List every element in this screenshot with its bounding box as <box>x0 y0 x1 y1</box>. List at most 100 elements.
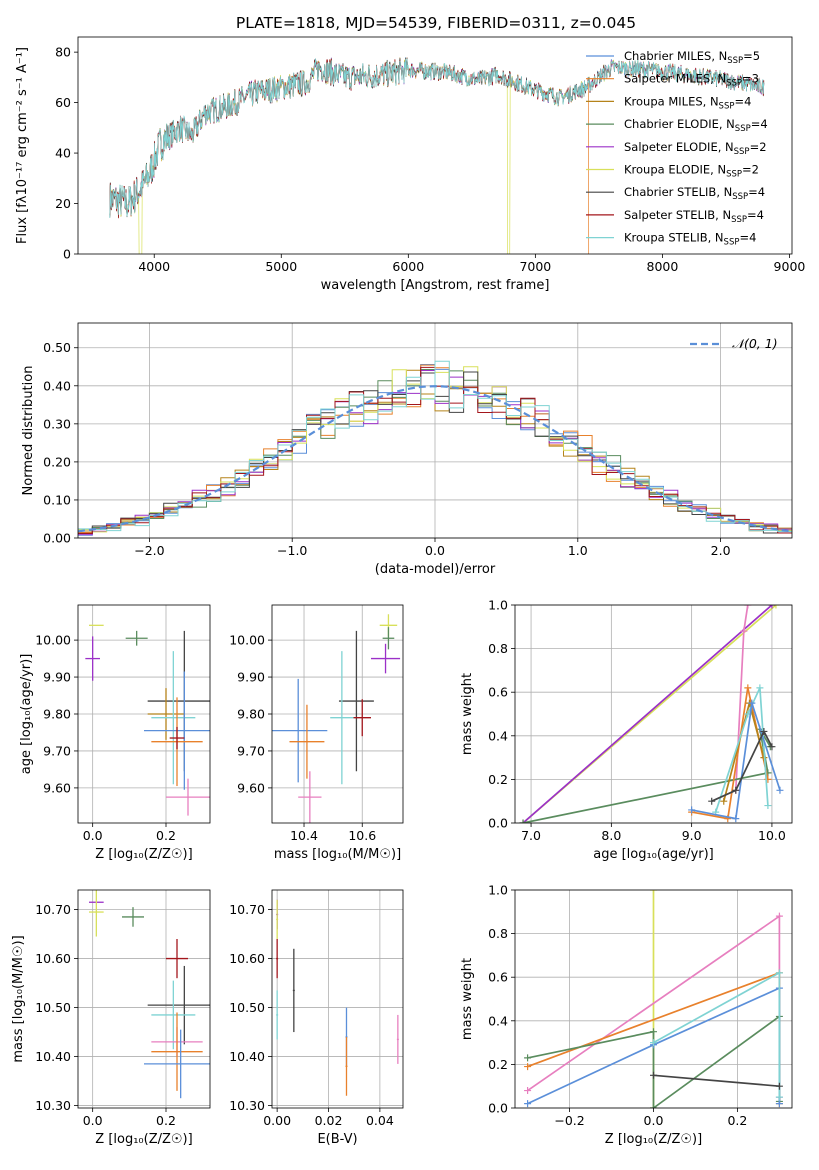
weight-vs-metallicity-panel: −0.2 0.0 0.2 0.0 0.2 0.4 0.6 0.8 1.0 Z [log₁₀(Z/Z… <box>460 883 793 1147</box>
y-tick-label: 10.00 <box>35 633 71 648</box>
axes-frame <box>77 889 211 1109</box>
plus-marker <box>768 605 776 609</box>
y-tick-label: 40 <box>55 146 71 161</box>
error-bar-point <box>85 636 100 681</box>
legend-entry-name: Chabrier MILES, N <box>624 49 727 63</box>
x-tick-label: 0.2 <box>727 1113 747 1128</box>
plot-area <box>89 890 210 1099</box>
legend-entry: 𝒩(0, 1) <box>732 336 778 351</box>
legend-entry-name: Kroupa STELIB, N <box>624 231 724 245</box>
error-bar-point <box>166 938 188 979</box>
y-tick-label: 0.6 <box>488 685 508 700</box>
legend-entry-name: Kroupa ELODIE, N <box>624 163 726 177</box>
legend-entry-count: =5 <box>743 49 760 63</box>
legend-entry: Kroupa MILES, NSSP=4 <box>624 94 751 111</box>
error-bar-point <box>147 688 185 740</box>
error-bar-point <box>151 651 196 785</box>
x-tick-label: 4000 <box>138 259 170 274</box>
x-tick-label: 0.00 <box>263 1113 291 1128</box>
weight-vs-age-panel: 7.0 8.0 9.0 10.0 0.0 0.2 0.4 0.6 0.8 1.0 age [log₁… <box>460 598 793 862</box>
y-tick-label: 0.50 <box>43 340 71 355</box>
y-axis-label: mass [log₁₀(M/M☉)] <box>11 935 26 1062</box>
y-tick-label: 10.60 <box>229 951 265 966</box>
error-bar-point <box>122 907 144 927</box>
x-tick-label: 8000 <box>647 259 679 274</box>
residuals-panel: −2.0 −1.0 0.0 1.0 2.0 0.00 0.10 0.20 0.30 0.40 0.5… <box>21 322 793 577</box>
error-bar-point <box>166 778 210 816</box>
error-bar-point <box>144 671 210 790</box>
legend-entry-count: =4 <box>751 117 768 131</box>
y-tick-label: 0.30 <box>43 416 71 431</box>
plot-area <box>109 57 765 254</box>
x-tick-label: −1.0 <box>277 543 307 558</box>
plus-marker <box>519 819 527 823</box>
x-tick-label: 1.0 <box>568 543 588 558</box>
legend-entry: Salpeter ELODIE, NSSP=2 <box>624 140 767 157</box>
x-axis-label: E(B-V) <box>317 1132 357 1147</box>
legend-entry-subscript: SSP <box>726 79 742 89</box>
x-tick-label: 0.04 <box>366 1113 394 1128</box>
y-tick-label: 1.0 <box>488 883 508 898</box>
x-axis-label: age [log₁₀(age/yr)] <box>593 847 714 862</box>
y-tick-label: 9.60 <box>43 780 71 795</box>
weight-line-7 <box>653 1074 780 1088</box>
error-bar-point <box>298 771 322 823</box>
plot-area <box>276 899 399 1096</box>
legend-entry-count: =2 <box>742 163 759 177</box>
age-vs-metallicity-panel: 0.0 0.2 9.60 9.70 9.80 9.90 10.00 Z [log₁₀(Z/Z☉… <box>19 604 211 862</box>
legend-entry: Chabrier MILES, NSSP=5 <box>624 49 760 66</box>
legend-entry-count: =4 <box>748 185 765 199</box>
y-tick-label: 9.90 <box>43 670 71 685</box>
error-bar-point <box>151 1012 203 1091</box>
legend-entry-name: Salpeter ELODIE, N <box>624 140 734 154</box>
figure-title: PLATE=1818, MJD=54539, FIBERID=0311, z=0… <box>236 14 636 32</box>
plot-area <box>85 624 210 816</box>
y-axis-label: age [log₁₀(age/yr)] <box>19 654 34 775</box>
x-axis-label: wavelength [Angstrom, rest frame] <box>321 278 550 293</box>
x-tick-label: 0.0 <box>83 1113 103 1128</box>
error-bar-point <box>276 938 279 979</box>
y-tick-label: 9.70 <box>43 743 71 758</box>
plus-marker <box>650 1028 657 1036</box>
y-tick-label: 1.0 <box>488 598 508 613</box>
plus-marker <box>524 1100 532 1108</box>
legend-entry-subscript: SSP <box>731 215 747 225</box>
x-tick-label: 0.2 <box>156 828 176 843</box>
legend-entry: Salpeter MILES, NSSP=3 <box>624 72 759 89</box>
y-tick-label: 10.00 <box>229 633 265 648</box>
plot-area <box>519 605 784 823</box>
plus-marker <box>744 605 752 609</box>
plus-marker <box>764 802 772 810</box>
plot-area <box>524 890 783 1108</box>
axes-frame <box>77 604 211 824</box>
y-tick-label: 10.30 <box>35 1098 71 1113</box>
y-tick-label: 0.10 <box>43 492 71 507</box>
plus-marker <box>708 797 716 805</box>
plus-marker <box>524 1054 532 1062</box>
legend-entry-name: Chabrier STELIB, N <box>624 185 732 199</box>
legend-entry: Chabrier STELIB, NSSP=4 <box>624 185 765 202</box>
x-tick-label: 0.2 <box>156 1113 176 1128</box>
y-tick-label: 80 <box>55 45 71 60</box>
x-tick-label: 10.6 <box>348 828 376 843</box>
x-axis-label: Z [log₁₀(Z/Z☉)] <box>95 847 192 862</box>
axes-frame <box>514 889 793 1109</box>
plus-marker <box>650 1039 657 1047</box>
legend-entry: Salpeter STELIB, NSSP=4 <box>624 208 764 225</box>
y-tick-label: 10.40 <box>35 1049 71 1064</box>
weight-line-9 <box>711 729 773 802</box>
y-axis-label: mass weight <box>460 958 475 1040</box>
y-tick-label: 0.00 <box>43 531 71 546</box>
plus-marker <box>732 786 740 794</box>
plus-marker <box>760 727 768 735</box>
legend-entry-name: Chabrier ELODIE, N <box>624 117 735 131</box>
legend-entry: Chabrier ELODIE, NSSP=4 <box>624 117 768 134</box>
error-bar-point <box>370 643 401 674</box>
spectrum-panel: 4000 5000 6000 7000 8000 9000 0 20 40 60 80 wavelen… <box>15 36 805 293</box>
plus-marker <box>650 1104 657 1108</box>
y-tick-label: 0.8 <box>488 641 508 656</box>
x-axis-label: mass [log₁₀(M/M☉)] <box>274 847 401 862</box>
plus-marker <box>775 1093 783 1101</box>
axes-frame <box>271 889 404 1109</box>
